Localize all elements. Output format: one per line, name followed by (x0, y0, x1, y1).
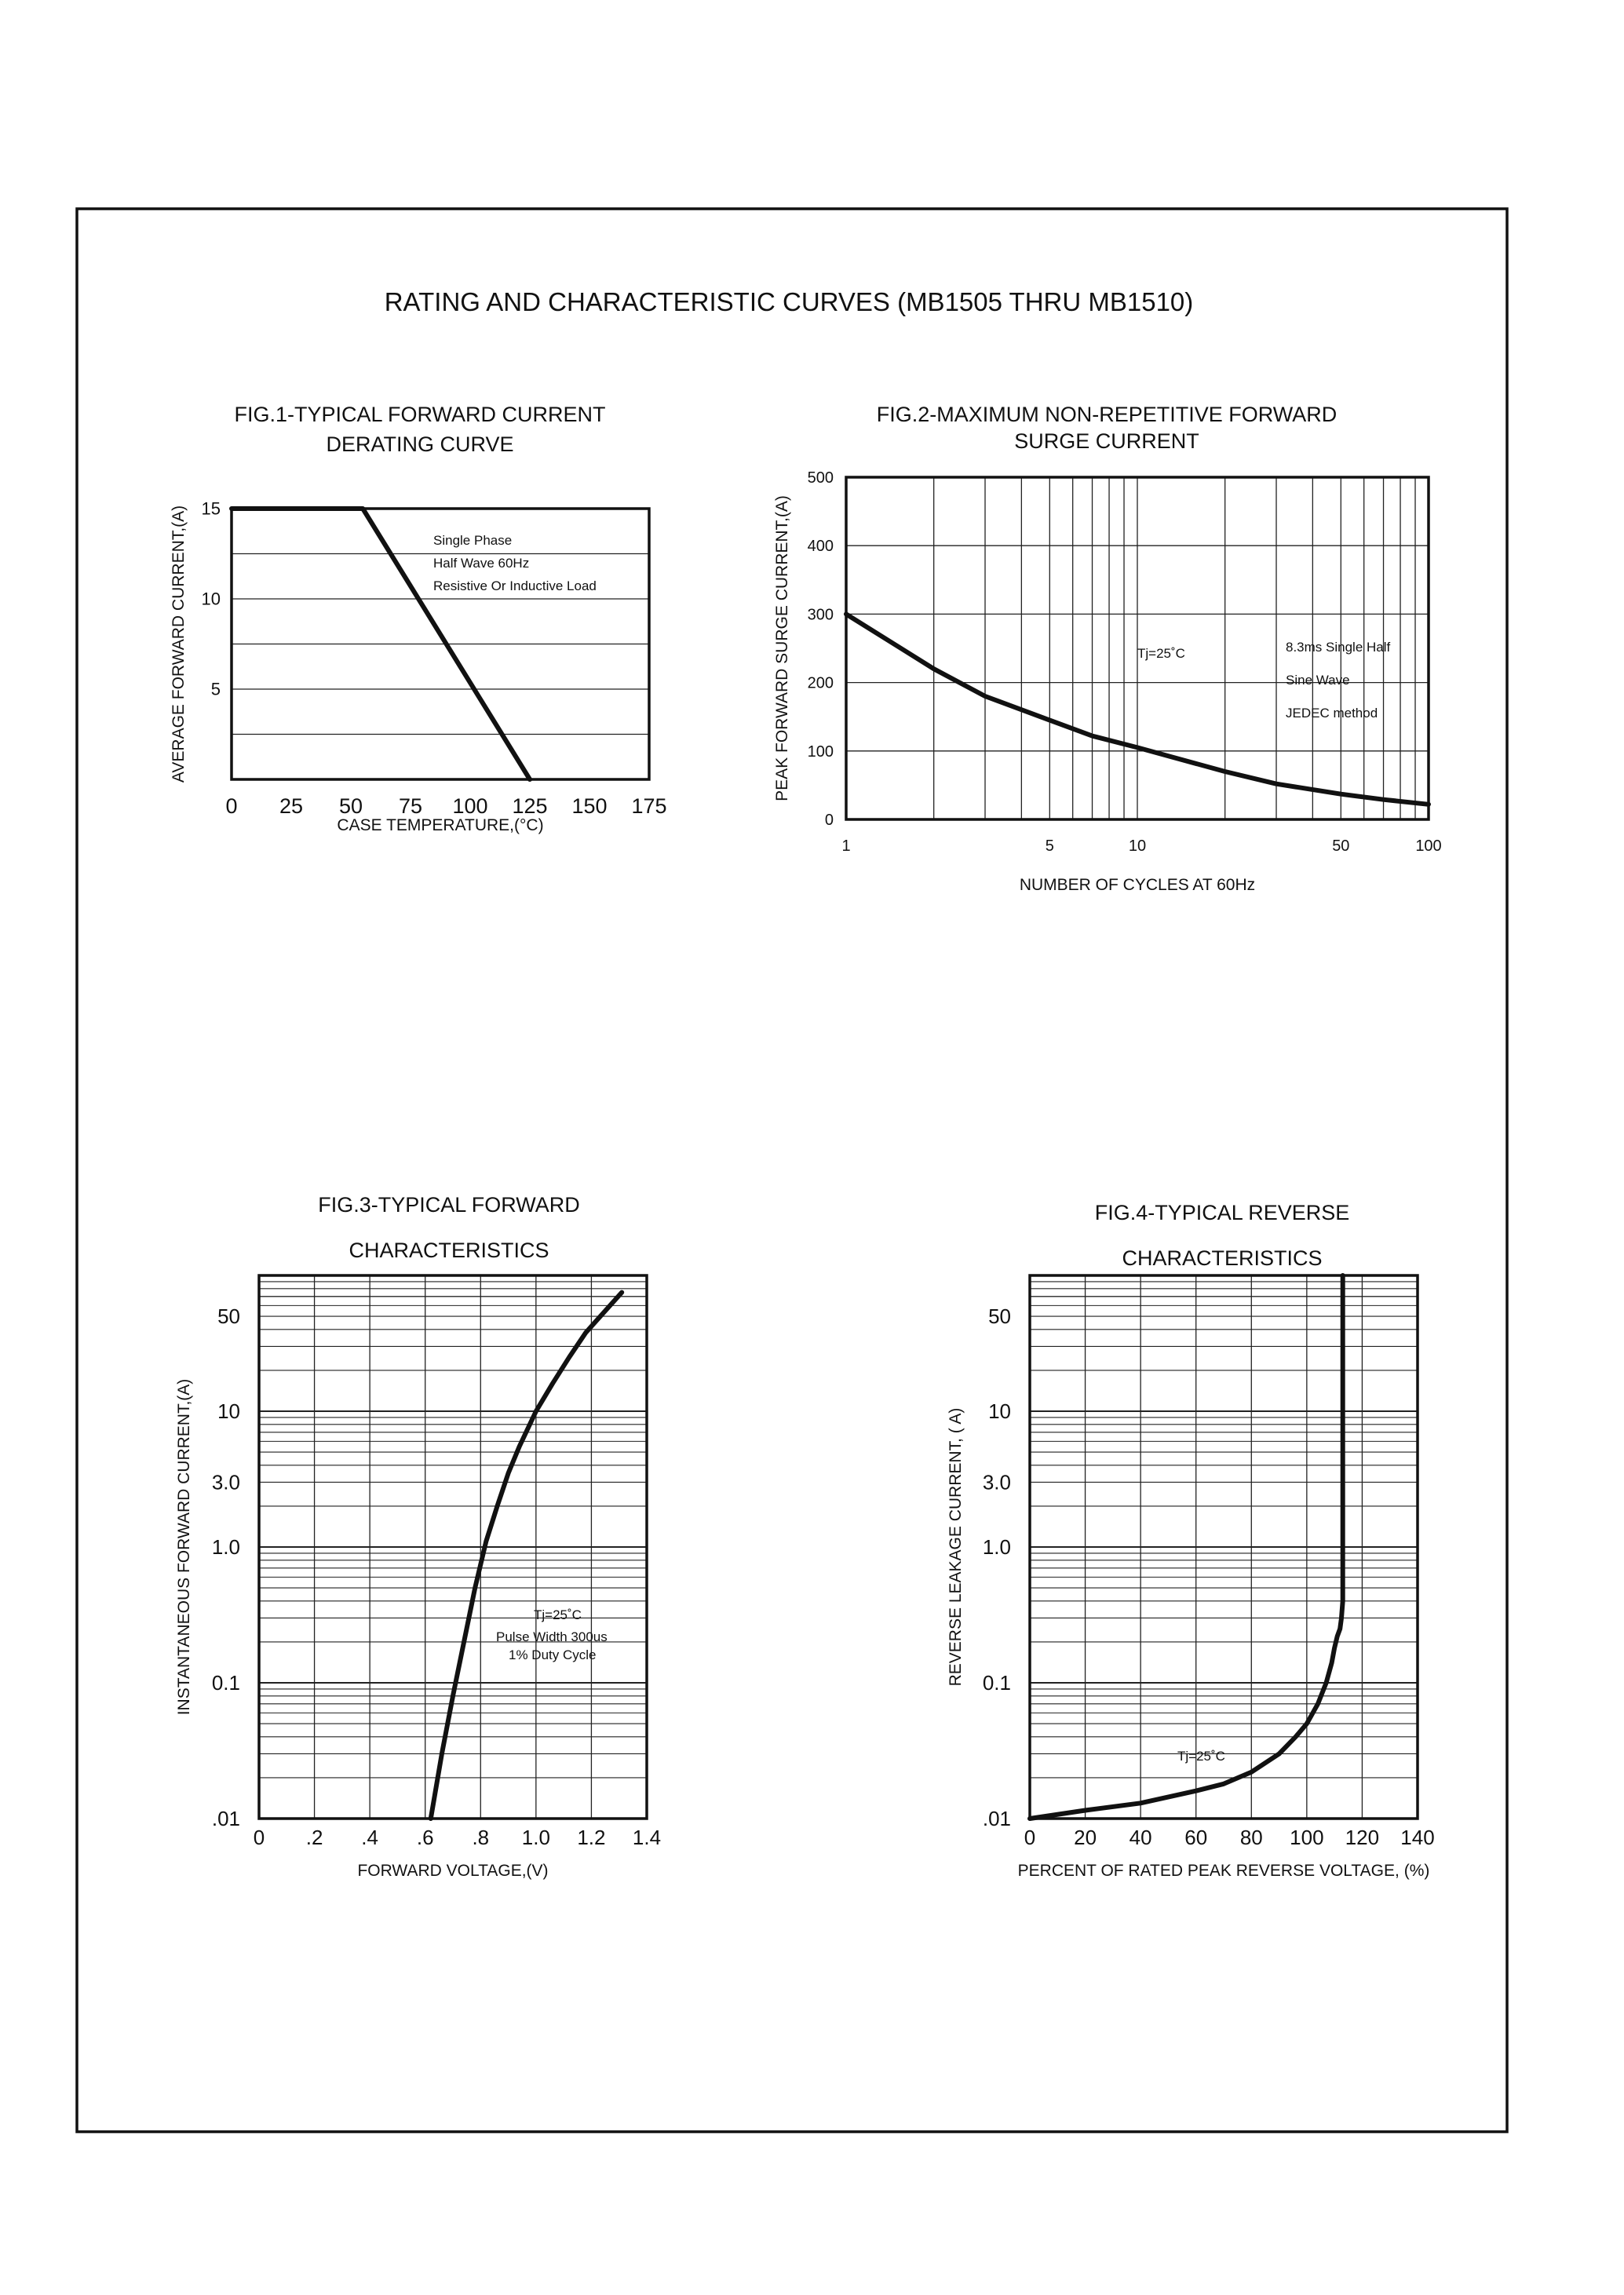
chart-title: FIG.4-TYPICAL REVERSE (1095, 1201, 1350, 1224)
page-border (75, 207, 1509, 2133)
x-axis-label: FORWARD VOLTAGE,(V) (357, 1862, 548, 1880)
annotation-text: Pulse Width 300us (496, 1629, 608, 1644)
chart-title: CHARACTERISTICS (349, 1239, 549, 1262)
x-tick-label: 80 (1240, 1826, 1263, 1849)
x-tick-label: 60 (1184, 1826, 1207, 1849)
x-tick-label: 75 (399, 794, 422, 818)
y-tick-label: 400 (808, 538, 834, 555)
x-axis-label: NUMBER OF CYCLES AT 60Hz (1020, 876, 1255, 894)
x-tick-label: .2 (306, 1826, 323, 1849)
y-axis-label: INSTANTANEOUS FORWARD CURRENT,(A) (175, 1379, 193, 1716)
y-tick-label: 50 (217, 1304, 240, 1328)
chart-title: FIG.3-TYPICAL FORWARD (318, 1193, 580, 1217)
y-tick-label: 0.1 (212, 1671, 240, 1695)
annotation-text: Tj=25˚C (1177, 1749, 1225, 1764)
chart-title: CHARACTERISTICS (1122, 1246, 1322, 1270)
fig4-chart: FIG.4-TYPICAL REVERSE CHARACTERISTICS 0 20 4… (947, 1201, 1435, 1880)
y-axis-label: AVERAGE FORWARD CURRENT,(A) (170, 505, 188, 783)
x-tick-label: 125 (512, 794, 547, 818)
y-tick-label: 50 (988, 1304, 1011, 1328)
x-tick-label: .6 (417, 1826, 434, 1849)
fig2-chart: FIG.2-MAXIMUM NON-REPETITIVE FORWARD SURG… (773, 403, 1442, 894)
x-tick-label: 100 (1290, 1826, 1323, 1849)
x-tick-label: 5 (1046, 837, 1054, 855)
series-line (428, 1290, 625, 1821)
y-tick-label: 10 (217, 1399, 240, 1423)
annotation-text: Sine Wave (1286, 673, 1350, 688)
x-tick-label: 10 (1129, 837, 1146, 855)
chart-title: FIG.2-MAXIMUM NON-REPETITIVE FORWARD (877, 403, 1338, 426)
annotation-text: Resistive Or Inductive Load (433, 578, 597, 593)
y-tick-label: .01 (983, 1807, 1011, 1830)
y-tick-label: 3.0 (212, 1471, 240, 1494)
x-tick-label: 175 (631, 794, 666, 818)
y-tick-label: .01 (212, 1807, 240, 1830)
fig3-chart: FIG.3-TYPICAL FORWARD CHARACTERISTICS 0 .2.… (175, 1193, 661, 1880)
grid-lines (846, 477, 1429, 819)
x-tick-label: 50 (339, 794, 363, 818)
x-tick-label: 120 (1345, 1826, 1379, 1849)
y-tick-label: 0.1 (983, 1671, 1011, 1695)
annotation-text: Single Phase (433, 533, 512, 548)
y-tick-label: 300 (808, 606, 834, 623)
chart-title: SURGE CURRENT (1014, 429, 1199, 453)
y-tick-label: 500 (808, 469, 834, 487)
x-tick-label: 40 (1130, 1826, 1152, 1849)
annotation-text: Tj=25˚C (1137, 646, 1185, 661)
x-tick-label: 140 (1400, 1826, 1434, 1849)
plot-frame (257, 1274, 648, 1820)
plot-frame (845, 476, 1430, 821)
annotation-text: Half Wave 60Hz (433, 556, 529, 571)
x-tick-label: 1.0 (522, 1826, 550, 1849)
y-tick-label: 3.0 (983, 1471, 1011, 1494)
y-tick-label: 0 (825, 812, 834, 829)
x-tick-label: 25 (279, 794, 303, 818)
plot-frame (230, 507, 651, 781)
y-tick-label: 15 (202, 499, 221, 519)
grid-lines (259, 1275, 647, 1819)
y-tick-label: 10 (988, 1399, 1011, 1423)
chart-title: DERATING CURVE (326, 432, 513, 456)
y-tick-label: 5 (211, 680, 221, 699)
annotation-text: 8.3ms Single Half (1286, 640, 1391, 655)
x-tick-label: 0 (1024, 1826, 1035, 1849)
y-tick-label: 1.0 (212, 1535, 240, 1559)
x-tick-label: .4 (361, 1826, 378, 1849)
y-axis-label: REVERSE LEAKAGE CURRENT, ( A) (947, 1408, 965, 1687)
charts-area: FIG.1-TYPICAL FORWARD CURRENT DERATING CU… (170, 403, 1442, 1880)
x-tick-label: 20 (1074, 1826, 1097, 1849)
x-tick-label: 1.2 (577, 1826, 605, 1849)
x-tick-label: 1 (841, 837, 850, 855)
x-tick-label: 1.4 (633, 1826, 661, 1849)
annotation-text: 1% Duty Cycle (509, 1647, 596, 1662)
chart-title: FIG.1-TYPICAL FORWARD CURRENT (234, 403, 605, 426)
x-axis-label: CASE TEMPERATURE,(°C) (337, 816, 543, 834)
x-tick-label: 0 (225, 794, 237, 818)
x-tick-label: .8 (472, 1826, 489, 1849)
x-tick-label: 0 (254, 1826, 265, 1849)
x-axis-label: PERCENT OF RATED PEAK REVERSE VOLTAGE, (… (1018, 1862, 1430, 1880)
x-tick-label: 100 (452, 794, 487, 818)
x-tick-label: 150 (571, 794, 607, 818)
grid-lines (1030, 1275, 1418, 1819)
x-tick-label: 50 (1332, 837, 1349, 855)
x-tick-label: 100 (1415, 837, 1441, 855)
annotation-text: Tj=25˚C (534, 1607, 582, 1622)
fig1-chart: FIG.1-TYPICAL FORWARD CURRENT DERATING CU… (170, 403, 667, 834)
y-tick-label: 1.0 (983, 1535, 1011, 1559)
y-tick-label: 100 (808, 743, 834, 761)
page-title: RATING AND CHARACTERISTIC CURVES (MB1505… (385, 287, 1194, 316)
annotation-text: JEDEC method (1286, 706, 1378, 721)
y-axis-label: PEAK FORWARD SURGE CURRENT,(A) (773, 495, 791, 801)
y-tick-label: 10 (202, 589, 221, 609)
plot-frame (1028, 1274, 1419, 1820)
y-tick-label: 200 (808, 675, 834, 692)
